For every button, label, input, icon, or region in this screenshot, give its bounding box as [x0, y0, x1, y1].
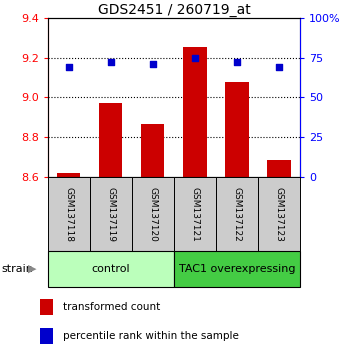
- Bar: [132, 177, 174, 251]
- Point: [192, 55, 198, 60]
- Point: [66, 64, 72, 70]
- Bar: [183, 47, 207, 177]
- Bar: [258, 177, 300, 251]
- Bar: [141, 124, 164, 177]
- Point: [276, 64, 282, 70]
- Text: GSM137118: GSM137118: [64, 187, 73, 242]
- Text: TAC1 overexpressing: TAC1 overexpressing: [179, 264, 295, 274]
- Bar: [267, 160, 291, 177]
- Text: transformed count: transformed count: [63, 302, 160, 313]
- Text: GSM137121: GSM137121: [190, 187, 199, 242]
- Text: control: control: [91, 264, 130, 274]
- Title: GDS2451 / 260719_at: GDS2451 / 260719_at: [98, 3, 250, 17]
- Bar: [41, 299, 53, 315]
- Text: strain: strain: [2, 264, 33, 274]
- Text: ▶: ▶: [28, 264, 36, 274]
- Bar: [216, 177, 258, 251]
- Bar: [48, 177, 90, 251]
- Bar: [99, 103, 122, 177]
- Bar: [225, 82, 249, 177]
- Point: [234, 59, 240, 65]
- Text: GSM137123: GSM137123: [275, 187, 284, 242]
- Text: GSM137120: GSM137120: [148, 187, 158, 242]
- Bar: [57, 173, 80, 177]
- Text: GSM137122: GSM137122: [233, 187, 241, 241]
- Bar: [41, 328, 53, 344]
- Text: GSM137119: GSM137119: [106, 187, 115, 242]
- Point: [108, 59, 114, 65]
- Bar: [90, 177, 132, 251]
- Point: [150, 61, 155, 67]
- Bar: [174, 251, 300, 287]
- Bar: [174, 177, 216, 251]
- Bar: [48, 251, 174, 287]
- Text: percentile rank within the sample: percentile rank within the sample: [63, 331, 238, 341]
